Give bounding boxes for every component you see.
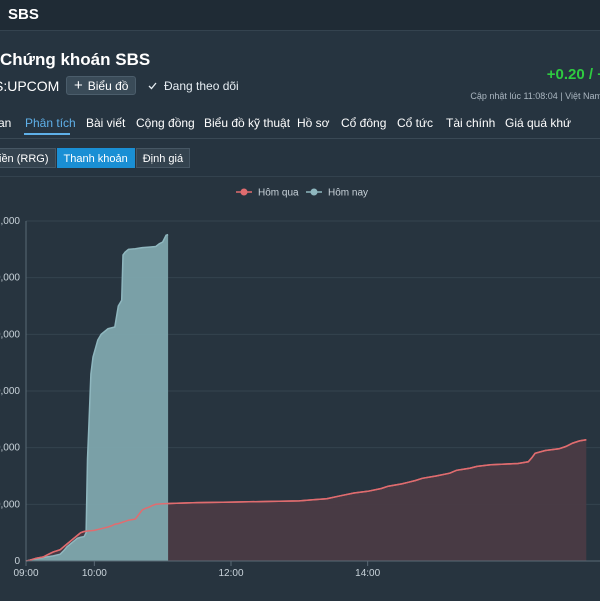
legend-marker (240, 188, 248, 196)
updated-timestamp: Cập nhật lúc 11:08:04 | Việt Nam (470, 91, 600, 101)
y-tick-label: 0,000 (0, 499, 20, 510)
y-tick-label: 0,000 (0, 329, 20, 340)
tab-price-history[interactable]: Giá quá khứ (505, 116, 572, 130)
subtab-valuation[interactable]: Định giá (135, 148, 191, 168)
series-area-1 (26, 234, 169, 561)
y-tick-label: 0,000 (0, 386, 20, 397)
stock-title: Chứng khoán SBS (0, 50, 151, 69)
chart-button-label: Biểu đồ (87, 78, 129, 93)
x-tick-label: 10:00 (82, 568, 107, 579)
tab-overview[interactable]: an (0, 116, 12, 130)
liquidity-chart: 09:00 10:00 12:00 14:00 ,000 0,000 0,000 0,000 0… (0, 188, 600, 579)
tab-financials[interactable]: Tài chính (446, 116, 496, 130)
app-title: SBS (8, 6, 39, 23)
tab-analysis[interactable]: Phân tích (25, 116, 76, 130)
follow-button[interactable]: Đang theo dõi (148, 79, 239, 93)
legend-marker (310, 188, 318, 196)
legend-label: Hôm qua (258, 188, 299, 199)
sub-tabs: iền (RRG) Thanh khoản Định giá (0, 148, 191, 168)
x-tick-label: 09:00 (13, 568, 38, 579)
tab-shareholders[interactable]: Cổ đông (341, 116, 387, 130)
check-icon (148, 82, 157, 90)
price-change: +0.20 / + (546, 66, 600, 83)
active-tab-indicator (24, 133, 70, 135)
plus-icon: + (74, 77, 83, 94)
tab-community[interactable]: Cộng đồng (136, 116, 195, 130)
y-tick-label: ,000 (1, 216, 21, 227)
subtab-liquidity[interactable]: Thanh khoản (56, 148, 135, 168)
y-tick-label: 0 (14, 556, 20, 567)
legend-label: Hôm nay (328, 188, 368, 199)
chart-panel: 09:00 10:00 12:00 14:00 ,000 0,000 0,000 0,000 0… (0, 176, 600, 601)
x-tick-label: 14:00 (355, 568, 380, 579)
tab-dividends[interactable]: Cổ tức (397, 116, 434, 130)
series-line-1 (25, 233, 169, 562)
subtab-rrg[interactable]: iền (RRG) (0, 148, 56, 168)
main-tabs: an Phân tích Bài viết Cộng đồng Biểu đồ … (0, 110, 600, 139)
follow-label: Đang theo dõi (164, 79, 239, 93)
x-tick-label: 12:00 (218, 568, 243, 579)
y-tick-label: 0,000 (0, 443, 20, 454)
tab-articles[interactable]: Bài viết (86, 116, 126, 130)
app-header: SBS (0, 0, 600, 31)
ticker-label: S:UPCOM (0, 78, 60, 94)
tab-profile[interactable]: Hồ sơ (297, 116, 330, 130)
y-tick-label: 0,000 (0, 273, 20, 284)
chart-button[interactable]: + Biểu đồ (66, 76, 137, 95)
series-line-yesterday (25, 438, 587, 562)
tab-technical-chart[interactable]: Biểu đồ kỹ thuật (204, 116, 291, 130)
